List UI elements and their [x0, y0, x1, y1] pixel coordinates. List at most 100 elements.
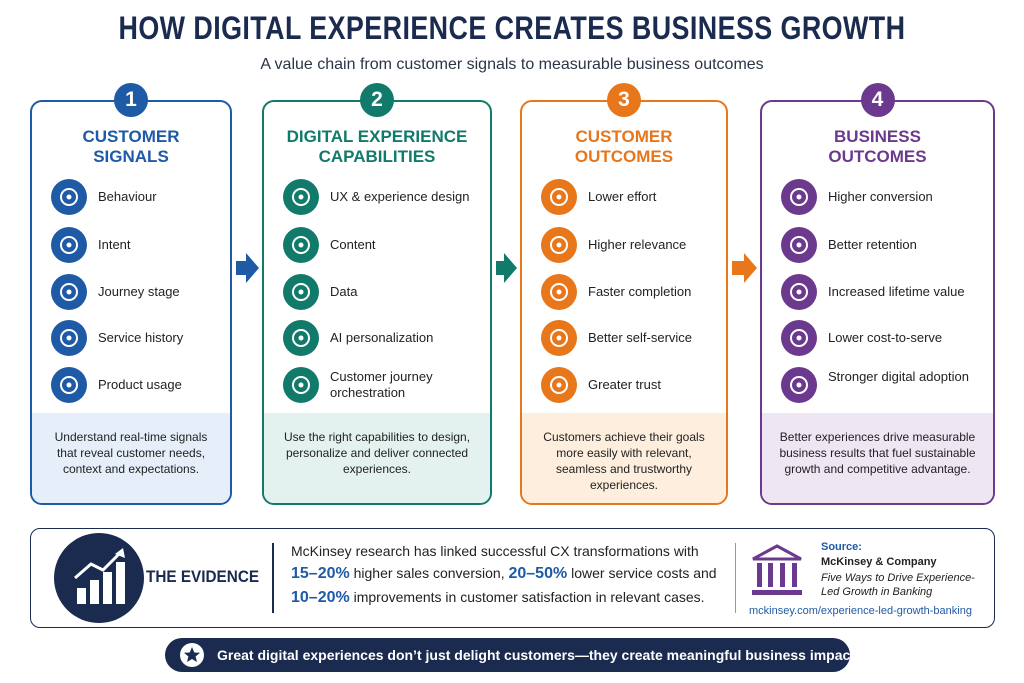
item-icon: [51, 179, 87, 215]
evidence-stat: 20–50%: [508, 565, 568, 582]
stage-title: BUSINESS OUTCOMES: [828, 127, 927, 166]
item-icon: [51, 227, 87, 263]
banner-text: Great digital experiences don’t just del…: [217, 647, 859, 663]
icon-glyph: [790, 236, 808, 254]
star-icon: [180, 643, 204, 667]
item-label: Behaviour: [98, 189, 157, 204]
item-label: Service history: [98, 330, 184, 345]
evidence-box: THE EVIDENCE McKinsey research has linke…: [30, 528, 995, 628]
stage-title: CUSTOMER SIGNALS: [82, 127, 180, 166]
title: HOW DIGITAL EXPERIENCE CREATES BUSINESS …: [118, 10, 906, 46]
source-url[interactable]: mckinsey.com/experience-led-growth-banki…: [749, 605, 972, 617]
evidence-label: THE EVIDENCE: [146, 567, 260, 586]
evidence-text: lower service costs and: [567, 565, 717, 581]
icon-glyph: [790, 188, 808, 206]
item-icon: [781, 320, 817, 356]
icon-glyph: [550, 376, 568, 394]
stage-description: Use the right capabilities to design, pe…: [283, 430, 471, 476]
icon-glyph: [292, 236, 310, 254]
item-label: Content: [330, 237, 376, 252]
stage-title: CUSTOMER OUTCOMES: [574, 127, 674, 166]
item-label: Higher conversion: [828, 189, 933, 204]
item-label: Journey stage: [98, 284, 180, 299]
flow-arrow: [732, 253, 757, 283]
stage-number: 2: [360, 83, 394, 117]
stage-number: 1: [114, 83, 148, 117]
stage-card: Use the right capabilities to design, pe…: [262, 100, 492, 505]
card-footer: [32, 413, 230, 503]
item-icon: [541, 227, 577, 263]
icon-glyph: [790, 329, 808, 347]
source-publication: Five Ways to Drive Experience-Led Growth…: [821, 572, 975, 598]
item-label: Stronger digital adoption: [828, 369, 969, 384]
item-label: Lower effort: [588, 189, 657, 204]
item-label: Better self-service: [588, 330, 693, 345]
flow-arrow: [496, 253, 517, 283]
stage-description: Better experiences drive measurable busi…: [779, 430, 976, 476]
item-icon: [283, 367, 319, 403]
evidence-line: McKinsey research has linked successful …: [291, 543, 699, 559]
stage-number: 3: [607, 83, 641, 117]
icon-glyph: [292, 283, 310, 301]
stage-number: 4: [860, 83, 895, 117]
evidence-text: McKinsey research has linked successful …: [291, 543, 699, 559]
evidence-text: improvements in customer satisfaction in…: [349, 589, 705, 605]
evidence-line: 10–20% improvements in customer satisfac…: [291, 589, 705, 607]
icon-glyph: [60, 376, 78, 394]
stage-description: Customers achieve their goals more easil…: [543, 430, 705, 492]
item-icon: [283, 320, 319, 356]
item-label: Higher relevance: [588, 237, 687, 252]
subtitle: A value chain from customer signals to m…: [260, 56, 764, 73]
icon-glyph: [550, 283, 568, 301]
banner: Great digital experiences don’t just del…: [165, 638, 859, 672]
icon-glyph: [60, 188, 78, 206]
item-icon: [781, 227, 817, 263]
item-icon: [781, 367, 817, 403]
item-label: Intent: [98, 237, 131, 252]
item-label: AI personalization: [330, 330, 434, 345]
source-publisher: McKinsey & Company: [821, 556, 937, 568]
item-icon: [781, 179, 817, 215]
evidence-stat: 10–20%: [291, 589, 350, 606]
item-icon: [283, 274, 319, 310]
item-label: Greater trust: [588, 377, 661, 392]
evidence-stat: 15–20%: [291, 565, 350, 582]
item-icon: [51, 367, 87, 403]
item-label: Data: [330, 284, 358, 299]
card-footer: [264, 413, 490, 503]
card-footer: [762, 413, 993, 503]
icon-glyph: [60, 236, 78, 254]
icon-glyph: [292, 376, 310, 394]
item-label: Faster completion: [588, 284, 692, 299]
icon-glyph: [292, 329, 310, 347]
item-icon: [51, 320, 87, 356]
icon-glyph: [550, 329, 568, 347]
stage-title: DIGITAL EXPERIENCE CAPABILITIES: [286, 127, 468, 166]
stage-description: Understand real-time signals that reveal…: [54, 430, 208, 476]
item-label: Better retention: [828, 237, 917, 252]
source-label: Source:: [821, 541, 862, 553]
flow-arrow: [236, 253, 259, 283]
evidence-text: higher sales conversion,: [349, 565, 509, 581]
item-icon: [781, 274, 817, 310]
source-icon: [752, 544, 802, 595]
item-label: Lower cost-to-serve: [828, 330, 943, 345]
item-icon: [541, 320, 577, 356]
icon-glyph: [550, 188, 568, 206]
item-label: Customer journey orchestration: [330, 369, 433, 400]
evidence-line: 15–20% higher sales conversion, 20–50% l…: [291, 565, 717, 583]
item-label: UX & experience design: [330, 189, 470, 204]
item-label: Increased lifetime value: [828, 284, 965, 299]
icon-glyph: [292, 188, 310, 206]
evidence-icon: [54, 533, 144, 623]
card-footer: [522, 413, 726, 503]
item-icon: [283, 179, 319, 215]
icon-glyph: [790, 376, 808, 394]
item-icon: [541, 179, 577, 215]
icon-glyph: [60, 283, 78, 301]
item-icon: [283, 227, 319, 263]
divider: [735, 543, 736, 613]
icon-glyph: [60, 329, 78, 347]
